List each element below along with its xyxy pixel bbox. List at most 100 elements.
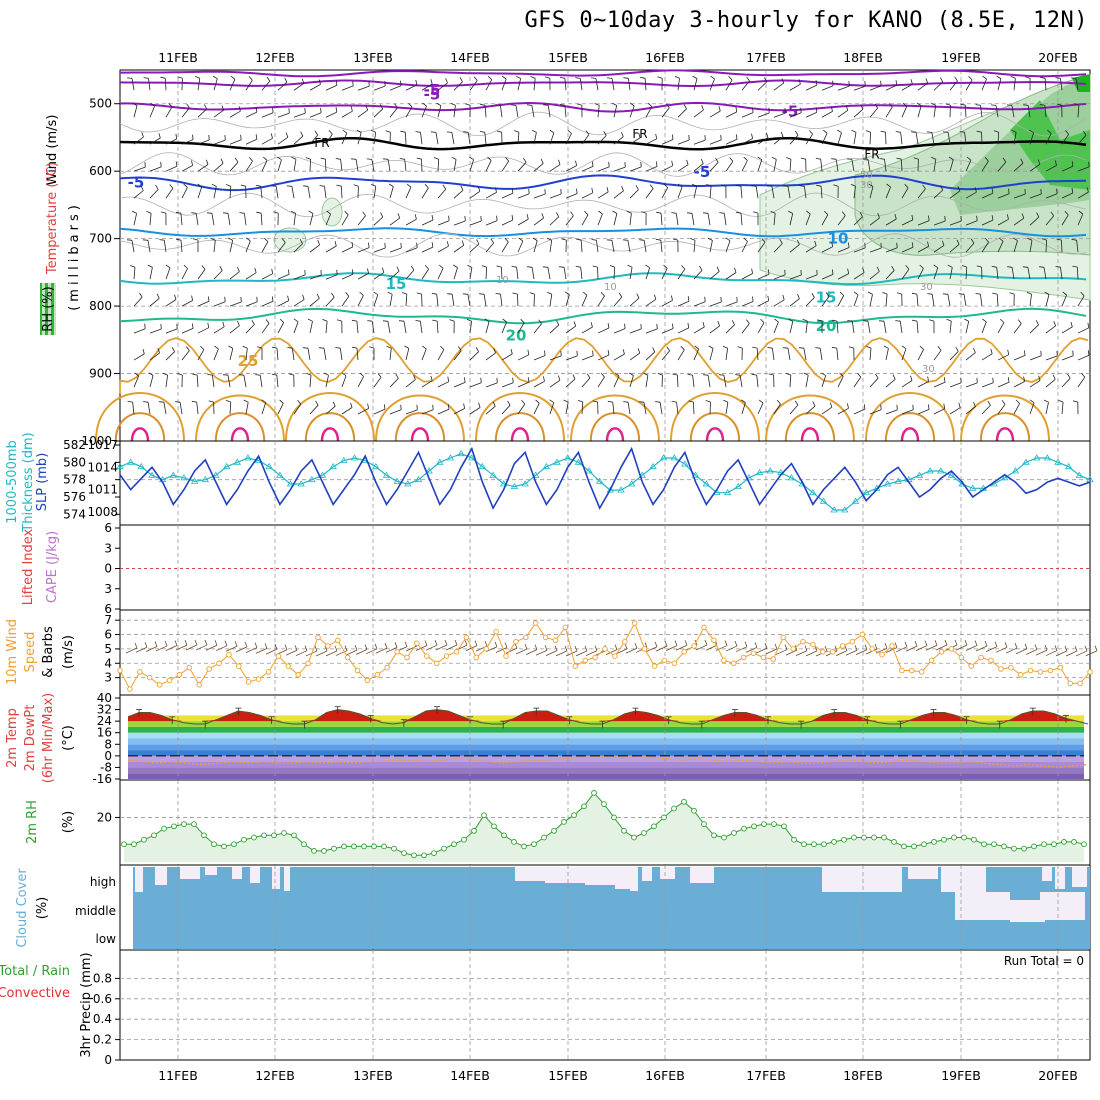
wind10m-barb-flag <box>434 640 438 646</box>
wind-barb <box>213 270 223 280</box>
contour-label: -5 <box>424 81 441 99</box>
upper-air-grid <box>120 70 1090 441</box>
wind-barb <box>341 85 354 91</box>
wind-barb-flag <box>825 292 830 297</box>
wind-barb-flag <box>563 399 569 403</box>
wind10m-barb <box>325 650 338 657</box>
wind10m-point <box>414 640 420 646</box>
wind-barb-flag <box>771 156 777 160</box>
wind-barb-flag <box>594 103 600 106</box>
wind-barb-flag <box>192 373 198 376</box>
wind10m-barb <box>165 645 178 651</box>
wind-barb-flag <box>645 264 650 269</box>
wind-barb <box>709 139 722 145</box>
contour-30-arch <box>884 412 936 442</box>
wind-barb <box>549 294 553 307</box>
wind-barb-flag <box>802 318 808 322</box>
wind-barb-flag <box>535 399 540 404</box>
wind-barb <box>565 378 576 388</box>
wind-barb <box>165 106 173 118</box>
wind-barb <box>197 300 210 307</box>
wind10m-barb-flag <box>834 645 838 652</box>
wind-barb-flag <box>297 400 302 405</box>
wind-barb-flag <box>929 319 935 322</box>
rh2m-point <box>641 830 647 836</box>
wind10m-barb-flag <box>574 645 578 652</box>
wind-barb <box>373 247 386 253</box>
wind-barb-flag <box>735 106 738 112</box>
wind-barb-flag <box>160 161 162 167</box>
wind-barb <box>149 213 152 226</box>
wind-barb-flag <box>175 161 178 167</box>
wind-barb <box>692 375 695 388</box>
pressure-tick-label: 800 <box>89 299 112 313</box>
wind-barb-flag <box>993 130 999 133</box>
wind-barb-flag <box>395 373 399 379</box>
wind-barb-flag <box>466 318 472 322</box>
wind10m-series <box>117 620 1093 692</box>
wind-barb-flag <box>432 404 434 410</box>
wind-barb <box>661 299 673 307</box>
wind-barb-flag <box>905 265 910 270</box>
wind-barb-flag <box>228 237 233 241</box>
wind-barb <box>1043 267 1047 280</box>
wind-barb <box>789 298 800 307</box>
wind-barb-flag <box>715 157 719 163</box>
wind10m-point <box>998 666 1004 672</box>
wind10m-barb-flag <box>374 643 378 649</box>
wind-barb <box>613 105 618 118</box>
wind10m-barb-flag <box>684 640 688 646</box>
wind-barb-flag <box>388 183 394 187</box>
wind-barb <box>389 186 394 199</box>
wind-barb <box>820 159 823 172</box>
wind10m-tick-label: 4 <box>104 656 112 670</box>
wind-barb <box>132 402 135 415</box>
wind-barb-flag <box>284 77 288 83</box>
wind10m-point <box>879 651 885 658</box>
thickness-point <box>126 458 135 465</box>
wind-barb-flag <box>1015 399 1020 404</box>
wind-barb <box>197 327 209 334</box>
wind-barb <box>229 139 242 145</box>
wind-barb <box>885 247 898 253</box>
contour-35-arch <box>130 427 150 442</box>
wind10m-barb-flag <box>734 640 738 647</box>
cape-label: CAPE (J/kg) <box>45 531 60 603</box>
wind-barb <box>325 405 336 415</box>
wind10m-barb <box>445 644 458 651</box>
wind10m-point <box>335 637 341 644</box>
contour-label: 10 <box>828 229 849 247</box>
wind-barb <box>373 132 377 145</box>
rh2m-point <box>971 836 977 843</box>
wind10m-units: (m/s) <box>61 635 76 669</box>
wind-barb-flag <box>257 346 263 349</box>
wind10m-barb <box>185 644 198 651</box>
wind-barb-flag <box>877 213 880 219</box>
wind-barb-flag <box>649 184 654 189</box>
wind-barb <box>229 240 234 253</box>
wind-barb <box>293 135 304 145</box>
wind-barb <box>180 240 183 253</box>
wind10m-barb-flag <box>904 641 908 647</box>
wind-barb-flag <box>635 185 639 190</box>
rh2m-point <box>371 843 377 850</box>
wind10m-point <box>384 664 390 671</box>
rh2m-point <box>151 832 157 839</box>
wind10m-barb-flag <box>194 639 198 646</box>
wind-barb-flag <box>442 184 447 190</box>
wind-barb-flag <box>864 81 866 87</box>
wind-barb-flag <box>940 185 944 191</box>
rh2m-point <box>861 834 867 841</box>
wind-barb-flag <box>892 374 896 380</box>
wind-barb-flag <box>480 103 486 106</box>
contour-30-arch <box>394 412 446 442</box>
wind-barb <box>1077 295 1085 307</box>
wind-barb <box>1061 402 1064 415</box>
wind-barb-flag <box>277 156 282 161</box>
wind-barb <box>485 352 496 361</box>
thickness-point <box>148 471 156 478</box>
wind10m-barb <box>895 646 908 653</box>
wind10m-point <box>721 657 727 664</box>
wind-barb-flag <box>300 131 304 137</box>
